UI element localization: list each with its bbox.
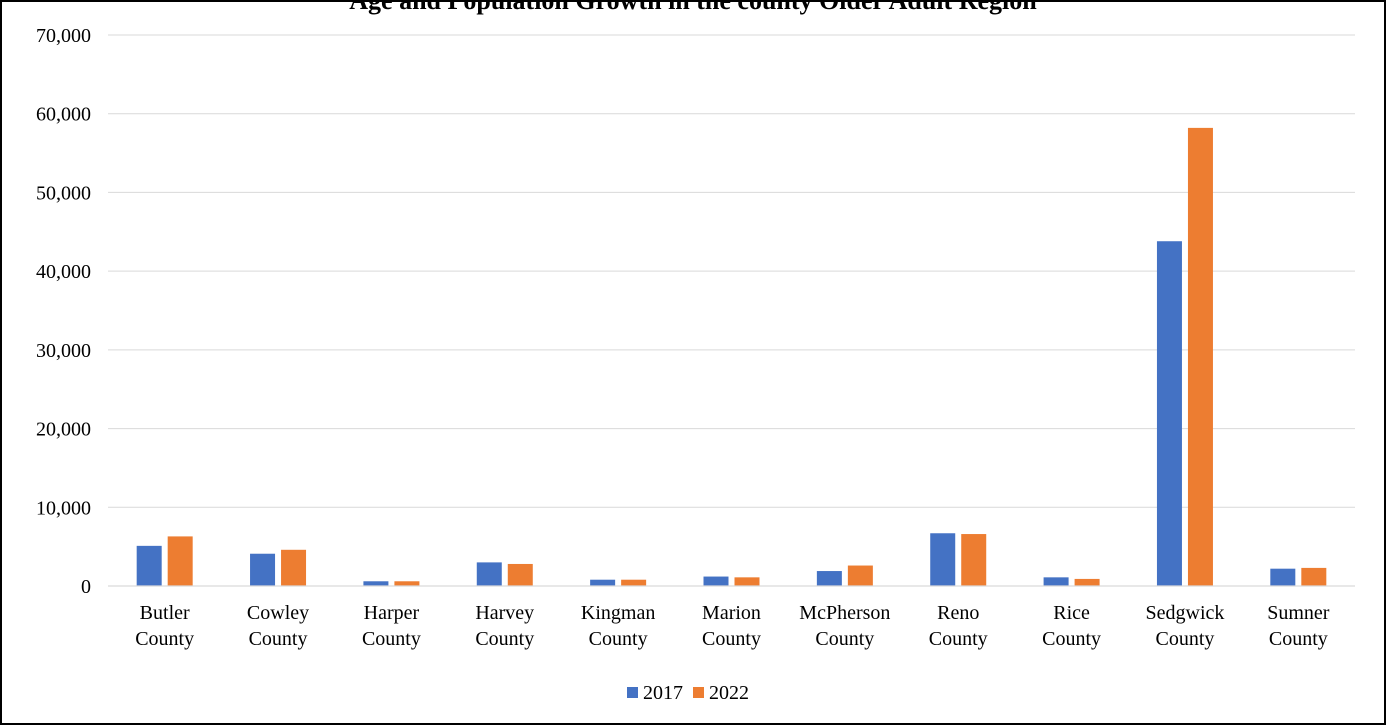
bar-2022-kingman bbox=[621, 579, 647, 586]
bar-2017-sumner bbox=[1270, 568, 1296, 586]
x-tick-label: County bbox=[362, 628, 421, 650]
chart-title: Age and Population Growth in the county … bbox=[349, 0, 1037, 15]
x-tick-label: County bbox=[1042, 628, 1101, 650]
x-tick-label: County bbox=[702, 628, 761, 650]
gridlines bbox=[108, 34, 1355, 587]
bar-2017-harper bbox=[363, 581, 389, 586]
x-tick-label: County bbox=[135, 628, 194, 650]
bar-2017-rice bbox=[1043, 577, 1069, 586]
y-tick-label: 20,000 bbox=[36, 419, 91, 441]
bar-2022-cowley bbox=[281, 549, 307, 586]
bar-2022-harper bbox=[394, 581, 420, 586]
bar-2017-butler bbox=[136, 545, 162, 586]
y-axis: 0 10,000 20,000 30,000 40,000 50,000 60,000 70,… bbox=[36, 25, 91, 598]
bar-2022-sumner bbox=[1301, 567, 1327, 586]
legend-swatch-2022 bbox=[693, 687, 704, 698]
bar-2022-rice bbox=[1074, 578, 1100, 586]
y-tick-label: 70,000 bbox=[36, 25, 91, 47]
y-tick-label: 10,000 bbox=[36, 497, 91, 519]
x-tick-label: McPherson bbox=[799, 602, 890, 624]
x-tick-label: County bbox=[815, 628, 874, 650]
x-axis: Butler County Cowley County Harper County Harv… bbox=[108, 585, 1355, 650]
x-tick-label: Harper bbox=[364, 602, 420, 624]
y-tick-label: 50,000 bbox=[36, 182, 91, 204]
x-tick-label: Reno bbox=[937, 602, 979, 624]
bar-2017-cowley bbox=[250, 553, 276, 586]
x-tick-label: Rice bbox=[1053, 602, 1090, 624]
bar-2017-sedgwick bbox=[1156, 241, 1182, 586]
x-tick-label: County bbox=[1156, 628, 1215, 650]
y-tick-label: 60,000 bbox=[36, 104, 91, 126]
x-tick-label: County bbox=[249, 628, 308, 650]
bar-2022-marion bbox=[734, 577, 760, 586]
y-tick-label: 40,000 bbox=[36, 261, 91, 283]
legend: 2017 2022 bbox=[627, 682, 749, 704]
legend-swatch-2017 bbox=[627, 687, 638, 698]
x-tick-label: County bbox=[929, 628, 988, 650]
x-tick-label: Kingman bbox=[581, 602, 655, 624]
bars bbox=[136, 127, 1327, 586]
legend-label-2017: 2017 bbox=[643, 682, 683, 704]
bar-2017-mcpherson bbox=[816, 571, 842, 586]
y-tick-label: 0 bbox=[81, 576, 91, 598]
bar-2022-mcpherson bbox=[847, 565, 873, 586]
y-tick-label: 30,000 bbox=[36, 340, 91, 362]
bar-2017-harvey bbox=[476, 562, 502, 586]
x-tick-label: Butler bbox=[140, 602, 190, 624]
bar-2017-reno bbox=[930, 533, 956, 586]
x-tick-label: Sumner bbox=[1267, 602, 1330, 624]
x-tick-label: Marion bbox=[702, 602, 761, 624]
bar-2022-sedgwick bbox=[1187, 127, 1213, 586]
x-tick-label: County bbox=[589, 628, 648, 650]
bar-2022-reno bbox=[961, 534, 987, 586]
x-tick-label: County bbox=[475, 628, 534, 650]
x-tick-label: Cowley bbox=[247, 602, 309, 624]
x-tick-label: Harvey bbox=[475, 602, 534, 624]
bar-2017-kingman bbox=[590, 579, 616, 586]
legend-label-2022: 2022 bbox=[709, 682, 749, 704]
bar-2017-marion bbox=[703, 576, 729, 586]
x-tick-label: County bbox=[1269, 628, 1328, 650]
bar-2022-harvey bbox=[507, 563, 533, 586]
x-tick-label: Sedgwick bbox=[1146, 602, 1225, 624]
bar-2022-butler bbox=[167, 536, 193, 586]
